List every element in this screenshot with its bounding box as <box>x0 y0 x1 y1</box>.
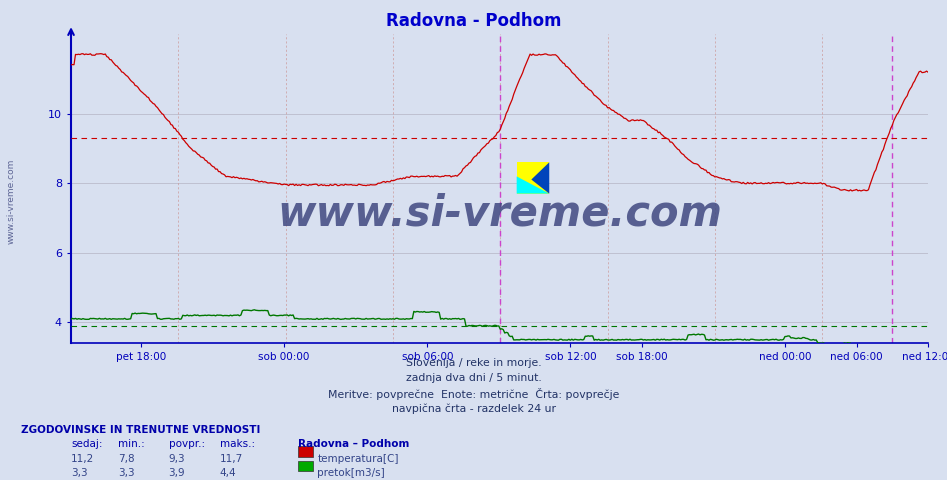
Text: sedaj:: sedaj: <box>71 439 102 449</box>
Text: ZGODOVINSKE IN TRENUTNE VREDNOSTI: ZGODOVINSKE IN TRENUTNE VREDNOSTI <box>21 425 260 435</box>
Text: www.si-vreme.com: www.si-vreme.com <box>7 159 16 244</box>
Bar <box>517 162 549 193</box>
Text: 9,3: 9,3 <box>169 454 186 464</box>
Text: 3,9: 3,9 <box>169 468 186 478</box>
Polygon shape <box>531 162 549 193</box>
Text: 4,4: 4,4 <box>220 468 237 478</box>
Text: zadnja dva dni / 5 minut.: zadnja dva dni / 5 minut. <box>405 373 542 383</box>
Polygon shape <box>517 176 549 193</box>
Text: maks.:: maks.: <box>220 439 255 449</box>
Text: 3,3: 3,3 <box>118 468 135 478</box>
Text: Radovna – Podhom: Radovna – Podhom <box>298 439 410 449</box>
Text: pretok[m3/s]: pretok[m3/s] <box>317 468 385 478</box>
Text: navpična črta - razdelek 24 ur: navpična črta - razdelek 24 ur <box>391 404 556 414</box>
Text: povpr.:: povpr.: <box>169 439 205 449</box>
Text: 11,7: 11,7 <box>220 454 243 464</box>
Text: min.:: min.: <box>118 439 145 449</box>
Text: 11,2: 11,2 <box>71 454 95 464</box>
Text: 7,8: 7,8 <box>118 454 135 464</box>
Text: Slovenija / reke in morje.: Slovenija / reke in morje. <box>405 358 542 368</box>
Text: 3,3: 3,3 <box>71 468 88 478</box>
Text: www.si-vreme.com: www.si-vreme.com <box>277 192 722 234</box>
Text: Radovna - Podhom: Radovna - Podhom <box>385 12 562 30</box>
Text: temperatura[C]: temperatura[C] <box>317 454 399 464</box>
Text: Meritve: povprečne  Enote: metrične  Črta: povprečje: Meritve: povprečne Enote: metrične Črta:… <box>328 388 619 400</box>
